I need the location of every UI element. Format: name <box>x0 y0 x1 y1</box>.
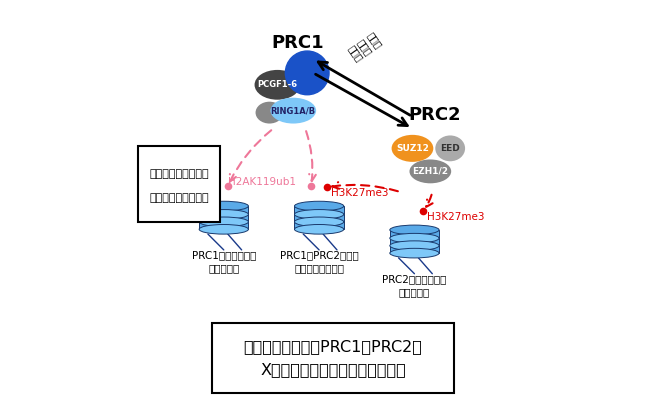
Ellipse shape <box>390 233 439 243</box>
Ellipse shape <box>255 70 300 100</box>
Polygon shape <box>390 230 439 238</box>
Text: H2AK119ub1: H2AK119ub1 <box>228 177 295 187</box>
FancyBboxPatch shape <box>139 146 220 222</box>
Ellipse shape <box>295 224 344 234</box>
Polygon shape <box>390 237 439 246</box>
Text: 遣伝子のクロマチン: 遣伝子のクロマチン <box>149 193 208 203</box>
Polygon shape <box>199 214 249 222</box>
Text: PRC2による遣伝子
の転写抑制: PRC2による遣伝子 の転写抑制 <box>383 274 447 297</box>
Text: ポリコーム複合体PRC1とPRC2は: ポリコーム複合体PRC1とPRC2は <box>244 339 423 354</box>
Text: PRC1: PRC1 <box>271 34 324 52</box>
Polygon shape <box>199 206 249 214</box>
Ellipse shape <box>271 98 316 124</box>
Ellipse shape <box>199 210 249 219</box>
Polygon shape <box>199 221 249 229</box>
Ellipse shape <box>199 217 249 227</box>
Text: PRC2: PRC2 <box>408 106 460 124</box>
Text: H3K27me3: H3K27me3 <box>331 188 389 198</box>
Polygon shape <box>295 221 344 229</box>
Text: PRC1とPRC2による
遣伝子の転写抑制: PRC1とPRC2による 遣伝子の転写抑制 <box>280 250 358 273</box>
Text: EZH1/2: EZH1/2 <box>412 167 448 176</box>
Text: SUZ12: SUZ12 <box>396 144 429 153</box>
Ellipse shape <box>436 136 465 161</box>
Ellipse shape <box>391 135 433 162</box>
Text: PRC1による遣伝子
の転写抑制: PRC1による遣伝子 の転写抑制 <box>192 250 256 273</box>
Polygon shape <box>390 245 439 253</box>
Ellipse shape <box>409 160 451 183</box>
Text: PCGF1-6: PCGF1-6 <box>257 80 297 89</box>
Ellipse shape <box>295 201 344 211</box>
Polygon shape <box>295 214 344 222</box>
Ellipse shape <box>199 224 249 234</box>
Circle shape <box>285 51 329 95</box>
Ellipse shape <box>390 248 439 258</box>
Text: 不活性Ｘ染色体上の: 不活性Ｘ染色体上の <box>149 169 208 179</box>
Text: RING1A/B: RING1A/B <box>271 106 316 115</box>
Ellipse shape <box>199 201 249 211</box>
Polygon shape <box>295 206 344 214</box>
FancyBboxPatch shape <box>212 323 454 393</box>
Text: 相互の
依存性
は無い: 相互の 依存性 は無い <box>346 30 383 64</box>
Ellipse shape <box>255 102 283 124</box>
Ellipse shape <box>390 225 439 235</box>
Text: EED: EED <box>440 144 460 153</box>
Text: X染色体不活性化の維持を担う。: X染色体不活性化の維持を担う。 <box>260 362 406 378</box>
Ellipse shape <box>390 241 439 250</box>
Text: H3K27me3: H3K27me3 <box>427 212 484 222</box>
Ellipse shape <box>295 210 344 219</box>
Ellipse shape <box>295 217 344 227</box>
